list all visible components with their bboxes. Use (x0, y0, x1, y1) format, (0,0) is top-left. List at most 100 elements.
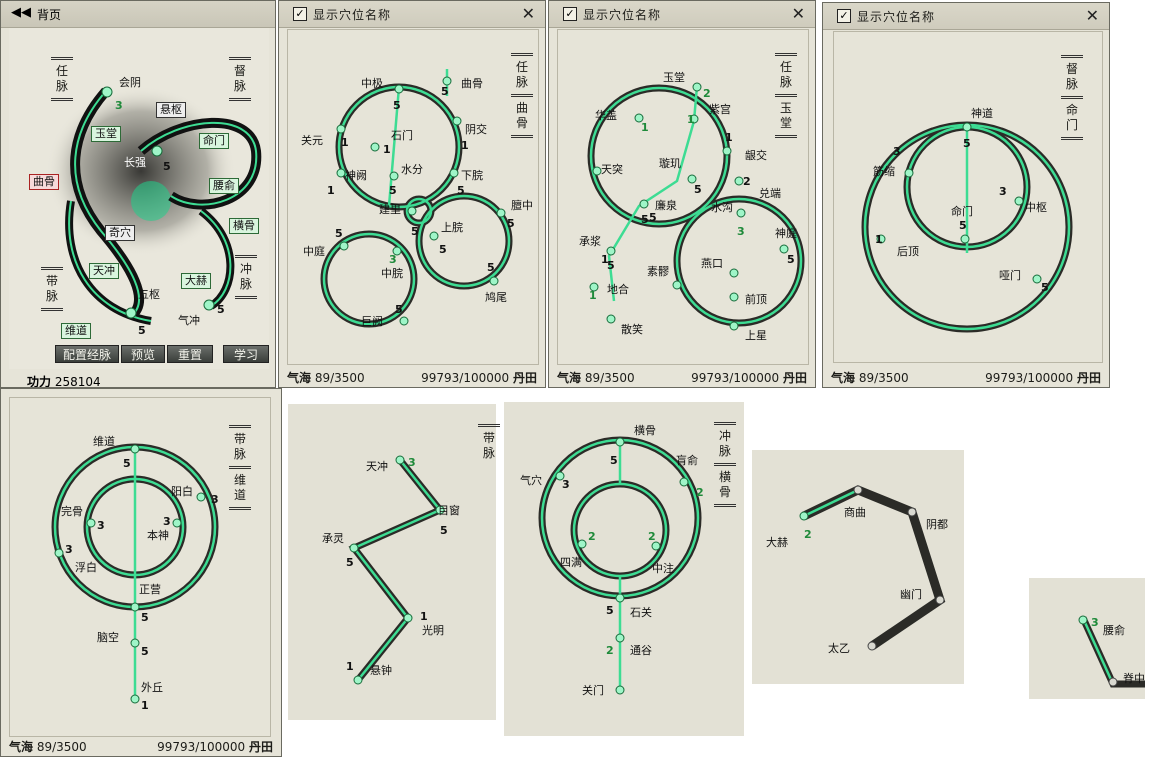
sub-tab-henggu[interactable]: 横骨 (714, 466, 736, 507)
acupoint-node[interactable] (392, 246, 402, 256)
acupoint-node[interactable] (634, 113, 644, 123)
acupoint-node[interactable] (904, 168, 914, 178)
acupoint-node[interactable] (130, 602, 140, 612)
point-label-mingmen[interactable]: 命门 (199, 133, 229, 149)
acupoint-node[interactable] (449, 168, 459, 178)
point-node[interactable] (101, 86, 113, 98)
acupoint-node[interactable] (692, 82, 702, 92)
acupoint-node[interactable] (196, 492, 206, 502)
acupoint-node[interactable] (615, 633, 625, 643)
point-label-tianchong[interactable]: 天冲 (89, 263, 119, 279)
acupoint-node[interactable] (687, 174, 697, 184)
close-icon[interactable]: ✕ (791, 4, 805, 23)
acupoint-node[interactable] (54, 548, 64, 558)
tab-chong[interactable]: 冲脉 (235, 255, 257, 299)
acupoint-node[interactable] (736, 208, 746, 218)
config-meridian-button[interactable]: 配置经脉 (55, 345, 119, 363)
point-label-qixue[interactable]: 奇穴 (105, 225, 135, 241)
acupoint-node[interactable] (639, 199, 649, 209)
tab-ren[interactable]: 任脉 (775, 53, 797, 97)
acupoint-node[interactable] (1108, 677, 1118, 687)
acupoint-node[interactable] (336, 168, 346, 178)
point-label-yaoyu[interactable]: 腰俞 (209, 178, 239, 194)
acupoint-node[interactable] (729, 321, 739, 331)
acupoint-node[interactable] (876, 234, 886, 244)
acupoint-node[interactable] (960, 234, 970, 244)
acupoint-node[interactable] (86, 518, 96, 528)
learn-button[interactable]: 学习 (223, 345, 269, 363)
show-names-checkbox[interactable]: ✓ (563, 7, 577, 21)
point-label-huiyin[interactable]: 会阴 (119, 76, 141, 89)
acupoint-node[interactable] (606, 314, 616, 324)
point-label-changqiang[interactable]: 长强 (124, 156, 146, 169)
tab-du[interactable]: 督脉 (1061, 55, 1083, 99)
close-icon[interactable]: ✕ (521, 4, 535, 23)
acupoint-node[interactable] (1078, 615, 1088, 625)
acupoint-node[interactable] (867, 641, 877, 651)
acupoint-node[interactable] (606, 246, 616, 256)
acupoint-node[interactable] (349, 543, 359, 553)
tab-dai[interactable]: 带脉 (41, 267, 63, 311)
sub-tab-weidao[interactable]: 维道 (229, 469, 251, 510)
acupoint-node[interactable] (394, 84, 404, 94)
tab-ren[interactable]: 任脉 (511, 53, 533, 97)
acupoint-node[interactable] (935, 595, 945, 605)
acupoint-node[interactable] (907, 507, 917, 517)
acupoint-node[interactable] (615, 685, 625, 695)
point-node[interactable] (151, 145, 163, 157)
point-node[interactable] (203, 299, 215, 311)
point-label-qichong[interactable]: 气冲 (178, 314, 200, 327)
acupoint-node[interactable] (734, 176, 744, 186)
point-label-xuanshu[interactable]: 悬枢 (156, 102, 186, 118)
close-icon[interactable]: ✕ (1085, 6, 1099, 25)
tab-chong[interactable]: 冲脉 (714, 422, 736, 466)
acupoint-node[interactable] (429, 231, 439, 241)
acupoint-node[interactable] (130, 638, 140, 648)
acupoint-node[interactable] (679, 477, 689, 487)
acupoint-node[interactable] (729, 292, 739, 302)
tab-du[interactable]: 督脉 (229, 57, 251, 101)
point-label-dahe[interactable]: 大赫 (181, 273, 211, 289)
acupoint-node[interactable] (172, 518, 182, 528)
acupoint-node[interactable] (729, 268, 739, 278)
acupoint-node[interactable] (489, 276, 499, 286)
acupoint-node[interactable] (615, 437, 625, 447)
acupoint-node[interactable] (336, 124, 346, 134)
acupoint-node[interactable] (435, 505, 445, 515)
point-label-weidao[interactable]: 维道 (61, 323, 91, 339)
point-node[interactable] (125, 307, 137, 319)
acupoint-node[interactable] (130, 694, 140, 704)
point-label-yutang[interactable]: 玉堂 (91, 126, 121, 142)
point-label-qugu[interactable]: 曲骨 (29, 174, 59, 190)
acupoint-node[interactable] (403, 613, 413, 623)
sub-tab-yutang[interactable]: 玉堂 (775, 97, 797, 138)
point-label-henggu[interactable]: 横骨 (229, 218, 259, 234)
acupoint-node[interactable] (496, 208, 506, 218)
acupoint-node[interactable] (555, 471, 565, 481)
acupoint-node[interactable] (962, 122, 972, 132)
acupoint-node[interactable] (592, 166, 602, 176)
acupoint-node[interactable] (722, 146, 732, 156)
acupoint-node[interactable] (370, 142, 380, 152)
acupoint-node[interactable] (651, 541, 661, 551)
acupoint-node[interactable] (1032, 274, 1042, 284)
back-label[interactable]: 背页 (37, 8, 62, 22)
acupoint-node[interactable] (353, 675, 363, 685)
tab-ren[interactable]: 任脉 (51, 57, 73, 101)
acupoint-node[interactable] (442, 76, 452, 86)
sub-tab-mingmen[interactable]: 命门 (1061, 99, 1083, 140)
acupoint-node[interactable] (589, 282, 599, 292)
acupoint-node[interactable] (615, 593, 625, 603)
preview-button[interactable]: 预览 (121, 345, 165, 363)
back-icon[interactable]: ◀◀ (11, 5, 31, 20)
tab-dai[interactable]: 带脉 (229, 425, 251, 469)
acupoint-node[interactable] (1014, 196, 1024, 206)
show-names-checkbox[interactable]: ✓ (293, 7, 307, 21)
point-label-wushu[interactable]: 五枢 (138, 288, 160, 301)
acupoint-node[interactable] (399, 316, 409, 326)
acupoint-node[interactable] (395, 455, 405, 465)
acupoint-node[interactable] (389, 171, 399, 181)
acupoint-node[interactable] (853, 485, 863, 495)
acupoint-node[interactable] (779, 244, 789, 254)
acupoint-node[interactable] (452, 116, 462, 126)
